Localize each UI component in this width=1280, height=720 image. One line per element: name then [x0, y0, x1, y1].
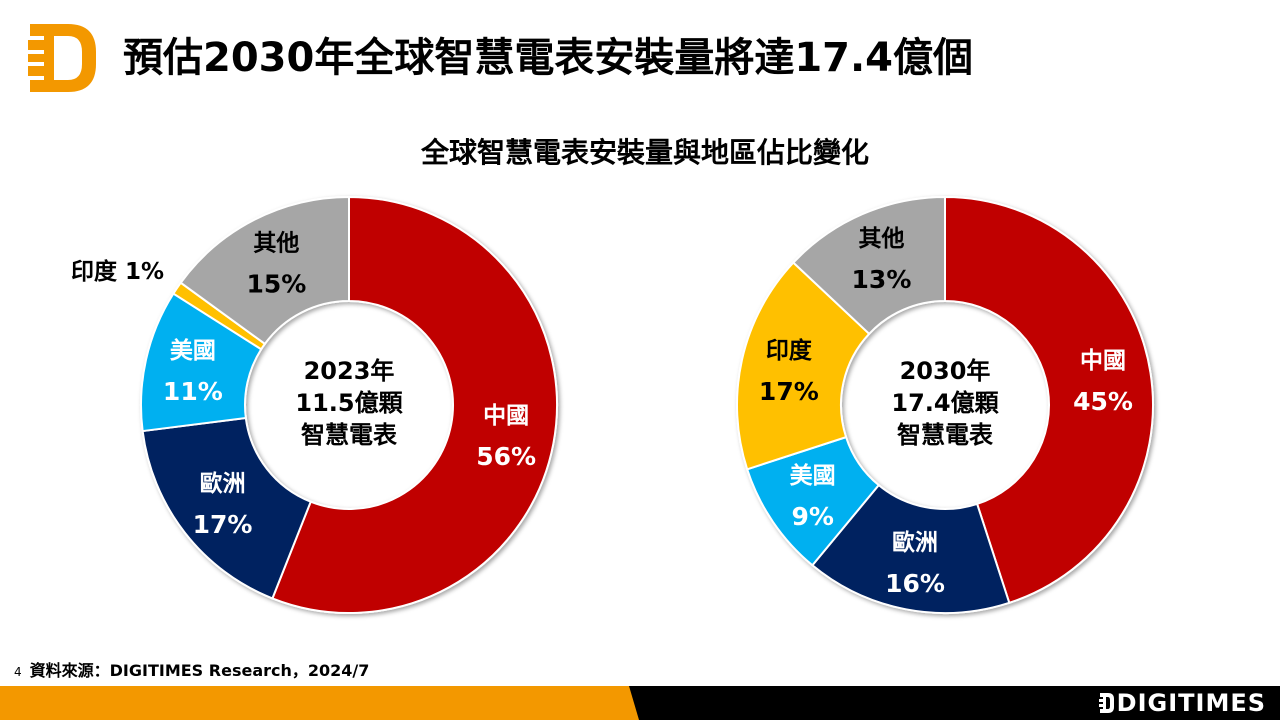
slice-india [736, 261, 871, 471]
page-number: 4 [14, 665, 22, 679]
slice-value-usa: 11% [163, 377, 223, 406]
source-text: 資料來源：DIGITIMES Research，2024/7 [29, 661, 370, 680]
slice-value-china: 45% [1073, 387, 1133, 416]
digitimes-logo-icon [28, 24, 96, 92]
slice-category-europe: 歐洲 [892, 529, 938, 556]
slice-value-other: 13% [852, 265, 912, 294]
slice-category-china: 中國 [1080, 348, 1126, 374]
center-label-line-1: 2030年 [900, 357, 991, 385]
source-note: 4 資料來源：DIGITIMES Research，2024/7 [14, 660, 369, 683]
slice-value-china: 56% [476, 442, 536, 471]
slice-china [271, 195, 558, 614]
center-label-line-1: 2023年 [304, 357, 395, 385]
center-label-line-3: 智慧電表 [301, 421, 398, 449]
center-label-line-2: 11.5億顆 [295, 389, 403, 417]
center-label-line-3: 智慧電表 [897, 421, 994, 449]
slice-china [944, 195, 1154, 605]
slice-other [179, 195, 350, 346]
slice-value-europe: 16% [885, 569, 945, 598]
chart-title: 全球智慧電表安裝量與地區佔比變化 [420, 136, 869, 169]
slice-category-other: 其他 [253, 230, 299, 256]
slice-category-usa: 美國 [170, 337, 216, 364]
slice-category-europe: 歐洲 [200, 470, 246, 497]
slice-other [791, 195, 946, 336]
slice-category-other: 其他 [858, 226, 904, 252]
slice-europe [141, 416, 313, 600]
digitimes-small-logo-icon [1098, 693, 1114, 713]
brand-text: DIGITIMES [1116, 689, 1266, 717]
slice-category-india: 印度 [766, 337, 813, 364]
slice-value-europe: 17% [193, 510, 253, 539]
slice-europe [811, 483, 1011, 614]
donut-slices [140, 195, 558, 614]
bottom-bar-orange-stripe [0, 686, 639, 720]
slice-value-india: 17% [759, 377, 819, 406]
slice-label-india: 印度 1% [71, 258, 164, 285]
slice-category-china: 中國 [483, 403, 529, 429]
digitimes-brand: DIGITIMES [1098, 687, 1266, 719]
donut-slices [736, 195, 1154, 614]
slice-category-usa: 美國 [790, 462, 836, 489]
slice-value-other: 15% [246, 269, 306, 298]
page-title: 預估2030年全球智慧電表安裝量將達17.4億個 [123, 35, 974, 81]
bottom-bar [0, 686, 1280, 720]
slice-value-usa: 9% [791, 502, 833, 531]
center-label-line-2: 17.4億顆 [891, 389, 999, 417]
